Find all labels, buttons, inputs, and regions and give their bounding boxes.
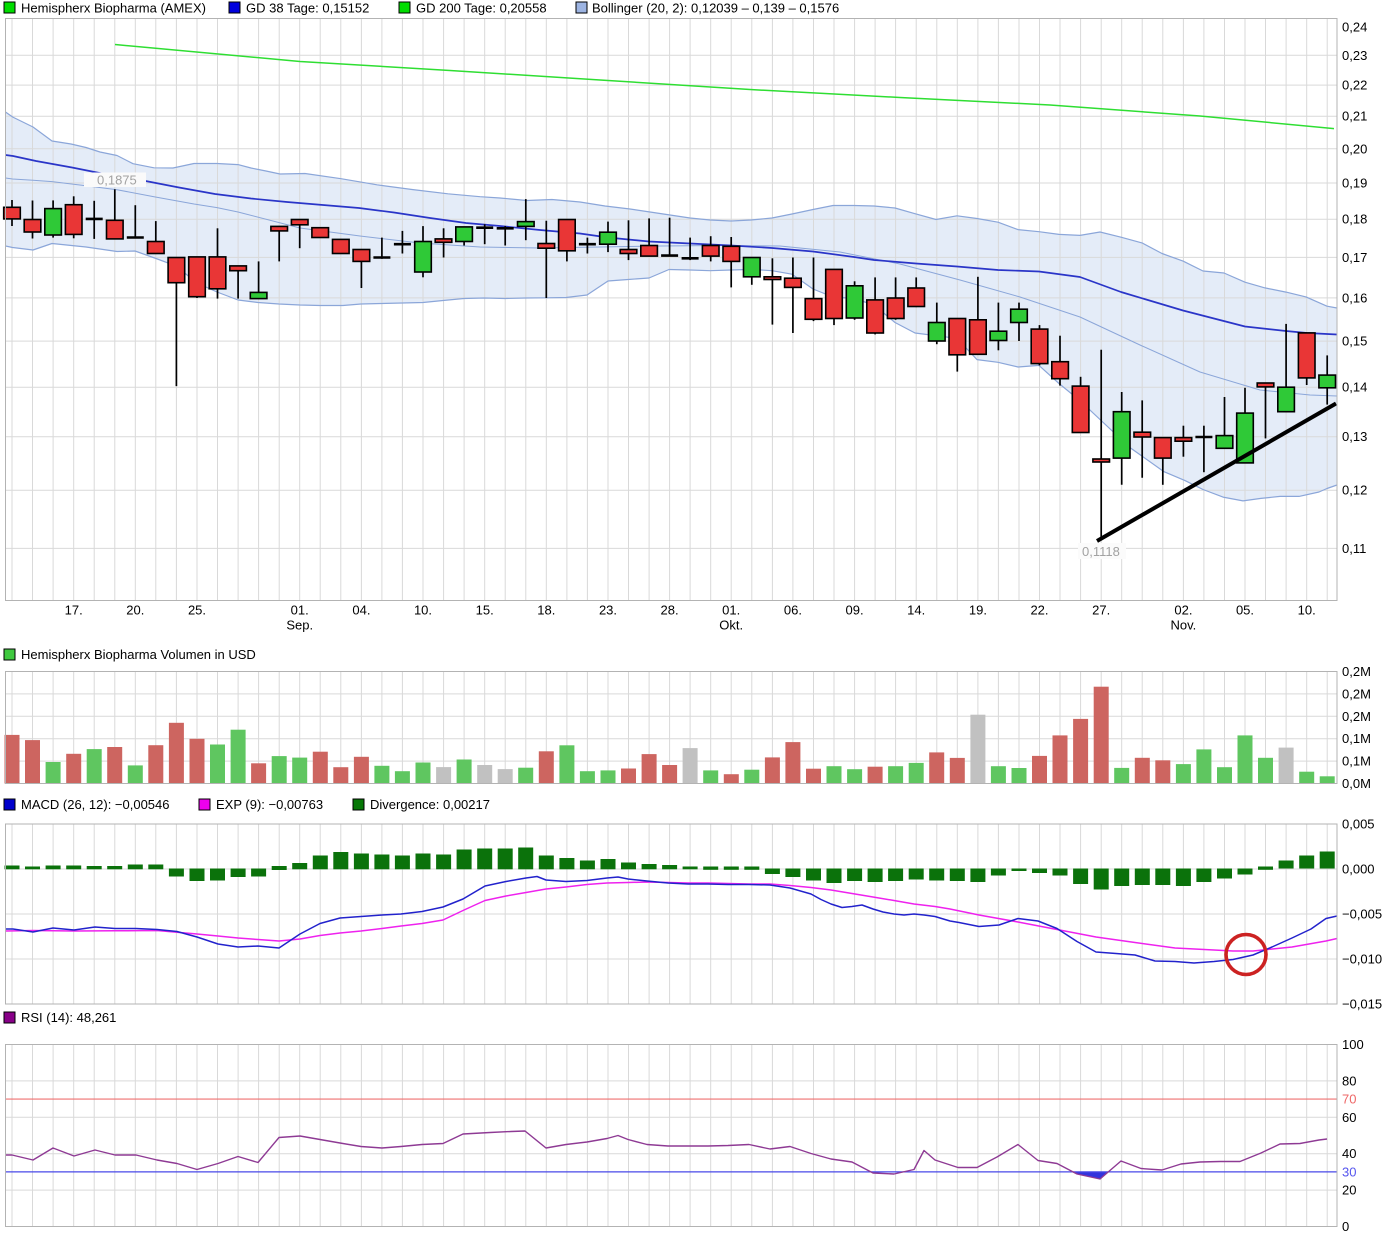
svg-text:28.: 28.: [661, 603, 679, 618]
svg-text:15.: 15.: [476, 603, 494, 618]
svg-text:0,14: 0,14: [1342, 380, 1367, 395]
svg-text:0,23: 0,23: [1342, 48, 1367, 63]
svg-text:0,21: 0,21: [1342, 109, 1367, 124]
svg-text:80: 80: [1342, 1073, 1356, 1088]
svg-text:Bollinger (20, 2): 0,12039 – 0: Bollinger (20, 2): 0,12039 – 0,139 – 0,1…: [592, 1, 839, 16]
svg-text:10.: 10.: [414, 603, 432, 618]
svg-text:0: 0: [1342, 1219, 1349, 1234]
svg-text:EXP (9): −0,00763: EXP (9): −0,00763: [216, 797, 323, 812]
svg-text:02.: 02.: [1174, 603, 1192, 618]
svg-text:0,16: 0,16: [1342, 290, 1367, 305]
svg-text:0,19: 0,19: [1342, 176, 1367, 191]
svg-text:MACD (26, 12): −0,00546: MACD (26, 12): −0,00546: [21, 797, 170, 812]
svg-text:70: 70: [1342, 1092, 1356, 1107]
svg-text:0,000: 0,000: [1342, 862, 1375, 877]
svg-text:0,17: 0,17: [1342, 250, 1367, 265]
svg-text:0,12: 0,12: [1342, 483, 1367, 498]
svg-text:0,1M: 0,1M: [1342, 731, 1371, 746]
svg-text:0,13: 0,13: [1342, 429, 1367, 444]
svg-text:0,15: 0,15: [1342, 334, 1367, 349]
svg-text:RSI (14): 48,261: RSI (14): 48,261: [21, 1010, 116, 1025]
svg-text:0,2M: 0,2M: [1342, 686, 1371, 701]
svg-text:09.: 09.: [846, 603, 864, 618]
svg-text:0,20: 0,20: [1342, 141, 1367, 156]
svg-text:0,18: 0,18: [1342, 212, 1367, 227]
svg-text:−0,010: −0,010: [1342, 952, 1382, 967]
svg-text:GD 200 Tage: 0,20558: GD 200 Tage: 0,20558: [416, 1, 547, 16]
svg-text:14.: 14.: [907, 603, 925, 618]
svg-text:27.: 27.: [1092, 603, 1110, 618]
svg-text:0,1118: 0,1118: [1082, 544, 1120, 559]
svg-text:30: 30: [1342, 1164, 1356, 1179]
svg-text:04.: 04.: [352, 603, 370, 618]
svg-text:Divergence: 0,00217: Divergence: 0,00217: [370, 797, 490, 812]
svg-text:0,1M: 0,1M: [1342, 754, 1371, 769]
svg-text:10.: 10.: [1298, 603, 1316, 618]
svg-text:−0,005: −0,005: [1342, 907, 1382, 922]
svg-text:GD 38 Tage: 0,15152: GD 38 Tage: 0,15152: [246, 1, 369, 16]
svg-text:0,2M: 0,2M: [1342, 709, 1371, 724]
svg-text:20: 20: [1342, 1183, 1356, 1198]
svg-text:0,0M: 0,0M: [1342, 776, 1371, 791]
svg-text:06.: 06.: [784, 603, 802, 618]
svg-text:0,22: 0,22: [1342, 78, 1367, 93]
svg-text:18.: 18.: [537, 603, 555, 618]
svg-text:0,005: 0,005: [1342, 817, 1375, 832]
svg-text:0,2M: 0,2M: [1342, 664, 1371, 679]
svg-text:60: 60: [1342, 1110, 1356, 1125]
svg-text:01.: 01.: [722, 603, 740, 618]
svg-text:05.: 05.: [1236, 603, 1254, 618]
svg-text:Hemispherx Biopharma Volumen i: Hemispherx Biopharma Volumen in USD: [21, 647, 256, 662]
svg-text:Hemispherx Biopharma (AMEX): Hemispherx Biopharma (AMEX): [21, 1, 206, 16]
svg-text:Nov.: Nov.: [1171, 618, 1197, 633]
svg-text:25.: 25.: [188, 603, 206, 618]
svg-text:0,1875: 0,1875: [97, 173, 137, 188]
svg-text:40: 40: [1342, 1146, 1356, 1161]
svg-text:01.: 01.: [291, 603, 309, 618]
svg-text:Sep.: Sep.: [286, 618, 313, 633]
svg-text:Okt.: Okt.: [719, 618, 743, 633]
svg-text:−0,015: −0,015: [1342, 997, 1382, 1012]
svg-text:0,24: 0,24: [1342, 19, 1367, 34]
svg-text:19.: 19.: [969, 603, 987, 618]
svg-text:100: 100: [1342, 1037, 1364, 1052]
svg-text:20.: 20.: [126, 603, 144, 618]
svg-text:22.: 22.: [1030, 603, 1048, 618]
svg-text:23.: 23.: [599, 603, 617, 618]
svg-text:17.: 17.: [65, 603, 83, 618]
svg-text:0,11: 0,11: [1342, 541, 1366, 556]
